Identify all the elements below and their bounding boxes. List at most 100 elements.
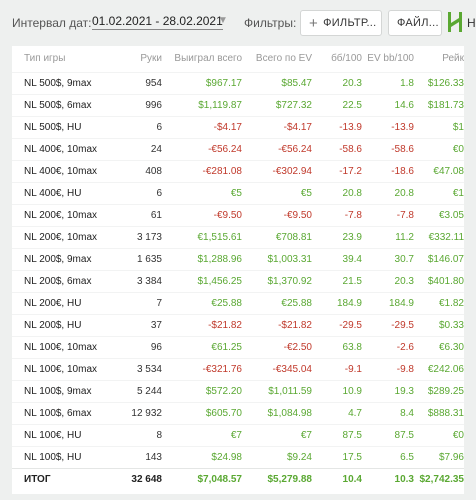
cell-rake: €242.06 [414, 357, 464, 380]
cell-game-type: ИТОГ [12, 467, 110, 490]
cell-ev-bb100: 11.2 [362, 225, 414, 248]
cell-bb100: 10.9 [312, 379, 362, 402]
table-row[interactable]: NL 200€, HU 7 €25.88 €25.88 184.9 184.9 €1.82 [12, 291, 464, 314]
cell-rake: $146.07 [414, 247, 464, 270]
date-range-picker[interactable]: 01.02.2021 - 28.02.2021 [92, 14, 223, 30]
cell-won-total: $24.98 [162, 445, 242, 468]
cell-ev-total: -$21.82 [242, 313, 312, 336]
cell-hands: 996 [110, 93, 162, 116]
plus-icon: + [309, 14, 319, 32]
table-total-row[interactable]: ИТОГ 32 648 $7,048.57 $5,279.88 10.4 10.3 $2,7… [12, 467, 464, 490]
table-row[interactable]: NL 100€, 10max 3 534 -€321.76 -€345.04 -9.1-… [12, 357, 464, 380]
cell-ev-total: $5,279.88 [242, 467, 312, 490]
cell-ev-total: -€302.94 [242, 159, 312, 182]
cell-ev-total: €25.88 [242, 291, 312, 314]
file-button[interactable]: ФАЙЛ... [388, 10, 442, 36]
column-header-ev-total[interactable]: Всего по EV [255, 53, 312, 65]
cell-hands: 3 173 [110, 225, 162, 248]
cell-ev-total: €708.81 [242, 225, 312, 248]
cell-game-type: NL 100$, 9max [12, 379, 110, 402]
cell-won-total: €5 [162, 181, 242, 204]
cell-won-total: €25.88 [162, 291, 242, 314]
table-row[interactable]: NL 100$, HU 143 $24.98 $9.24 17.5 6.5 $7.96 [12, 445, 464, 468]
table-row[interactable]: NL 100$, 9max 5 244 $572.20 $1,011.59 10.9 19… [12, 379, 464, 402]
cell-ev-total: -€9.50 [242, 203, 312, 226]
table-row[interactable]: NL 200€, 10max 61 -€9.50 -€9.50 -7.8 -7.8 €3.0… [12, 203, 464, 226]
table-row[interactable]: NL 400€, HU 6 €5 €5 20.8 20.8 €1 [12, 181, 464, 204]
cell-hands: 12 932 [110, 401, 162, 424]
cell-game-type: NL 400€, 10max [12, 137, 110, 160]
cell-ev-total: $9.24 [242, 445, 312, 468]
table-row[interactable]: NL 200$, 6max 3 384 $1,456.25 $1,370.92 21.5… [12, 269, 464, 292]
cell-won-total: $572.20 [162, 379, 242, 402]
cell-ev-total: $1,370.92 [242, 269, 312, 292]
cell-rake: $126.33 [414, 71, 464, 94]
cell-ev-bb100: 6.5 [362, 445, 414, 468]
table-row[interactable]: NL 200$, 9max 1 635 $1,288.96 $1,003.31 39.4… [12, 247, 464, 270]
column-header-rake[interactable]: Рейк [442, 53, 464, 65]
cell-ev-total: -€56.24 [242, 137, 312, 160]
cell-rake: $2,742.35 [414, 467, 464, 490]
logo-text: H [467, 16, 476, 30]
cell-bb100: 39.4 [312, 247, 362, 270]
table-row[interactable]: NL 500$, 6max 996 $1,119.87 $727.32 22.5 14.6… [12, 93, 464, 116]
cell-game-type: NL 100$, HU [12, 445, 110, 468]
column-header-ev-bb100[interactable]: EV bb/100 [367, 53, 414, 65]
cell-rake: $1 [414, 115, 464, 138]
cell-bb100: 21.5 [312, 269, 362, 292]
chevron-down-icon[interactable]: ▼ [218, 15, 228, 26]
cell-won-total: €1,515.61 [162, 225, 242, 248]
table-row[interactable]: NL 200$, HU 37 -$21.82 -$21.82 -29.5 -29.5 $0.… [12, 313, 464, 336]
cell-hands: 24 [110, 137, 162, 160]
add-filter-label: ФИЛЬТР... [323, 17, 377, 29]
cell-hands: 3 534 [110, 357, 162, 380]
cell-ev-bb100: -58.6 [362, 137, 414, 160]
cell-ev-bb100: -7.8 [362, 203, 414, 226]
column-header-hands[interactable]: Руки [140, 53, 162, 65]
cell-rake: €1.82 [414, 291, 464, 314]
cell-bb100: -13.9 [312, 115, 362, 138]
table-row[interactable]: NL 400€, 10max 24 -€56.24 -€56.24 -58.6 -58.6… [12, 137, 464, 160]
cell-ev-bb100: 87.5 [362, 423, 414, 446]
cell-hands: 32 648 [110, 467, 162, 490]
cell-ev-total: $727.32 [242, 93, 312, 116]
cell-won-total: -€281.08 [162, 159, 242, 182]
cell-rake: $401.80 [414, 269, 464, 292]
cell-ev-bb100: 20.3 [362, 269, 414, 292]
column-header-bb100[interactable]: бб/100 [331, 53, 362, 65]
cell-ev-total: €7 [242, 423, 312, 446]
column-header-won-total[interactable]: Выиграл всего [174, 53, 242, 65]
table-row[interactable]: NL 100€, HU 8 €7 €7 87.5 87.5 €0 [12, 423, 464, 446]
column-header-game-type[interactable]: Тип игры [24, 53, 66, 65]
cell-won-total: -€56.24 [162, 137, 242, 160]
filters-label: Фильтры: [244, 16, 297, 30]
cell-won-total: €61.25 [162, 335, 242, 358]
cell-rake: $289.25 [414, 379, 464, 402]
cell-ev-total: $85.47 [242, 71, 312, 94]
cell-bb100: 184.9 [312, 291, 362, 314]
cell-game-type: NL 500$, 6max [12, 93, 110, 116]
cell-ev-bb100: 10.3 [362, 467, 414, 490]
cell-ev-total: -€2.50 [242, 335, 312, 358]
cell-won-total: -€321.76 [162, 357, 242, 380]
cell-hands: 1 635 [110, 247, 162, 270]
cell-rake: $181.73 [414, 93, 464, 116]
cell-bb100: 22.5 [312, 93, 362, 116]
table-row[interactable]: NL 200€, 10max 3 173 €1,515.61 €708.81 23.9 1… [12, 225, 464, 248]
cell-bb100: -7.8 [312, 203, 362, 226]
cell-won-total: $1,119.87 [162, 93, 242, 116]
table-row[interactable]: NL 100€, 10max 96 €61.25 -€2.50 63.8 -2.6 €6.3… [12, 335, 464, 358]
cell-rake: €3.05 [414, 203, 464, 226]
table-row[interactable]: NL 100$, 6max 12 932 $605.70 $1,084.98 4.7 8.… [12, 401, 464, 424]
cell-ev-total: -$4.17 [242, 115, 312, 138]
table-row[interactable]: NL 500$, 9max 954 $967.17 $85.47 20.3 1.8 $126… [12, 71, 464, 94]
cell-ev-total: $1,011.59 [242, 379, 312, 402]
cell-ev-total: -€345.04 [242, 357, 312, 380]
cell-hands: 37 [110, 313, 162, 336]
cell-ev-bb100: -13.9 [362, 115, 414, 138]
cell-ev-bb100: 8.4 [362, 401, 414, 424]
table-row[interactable]: NL 500$, HU 6 -$4.17 -$4.17 -13.9 -13.9 $1 [12, 115, 464, 138]
cell-rake: €0 [414, 137, 464, 160]
table-row[interactable]: NL 400€, 10max 408 -€281.08 -€302.94 -17.2 -1… [12, 159, 464, 182]
add-filter-button[interactable]: + ФИЛЬТР... [300, 10, 382, 36]
